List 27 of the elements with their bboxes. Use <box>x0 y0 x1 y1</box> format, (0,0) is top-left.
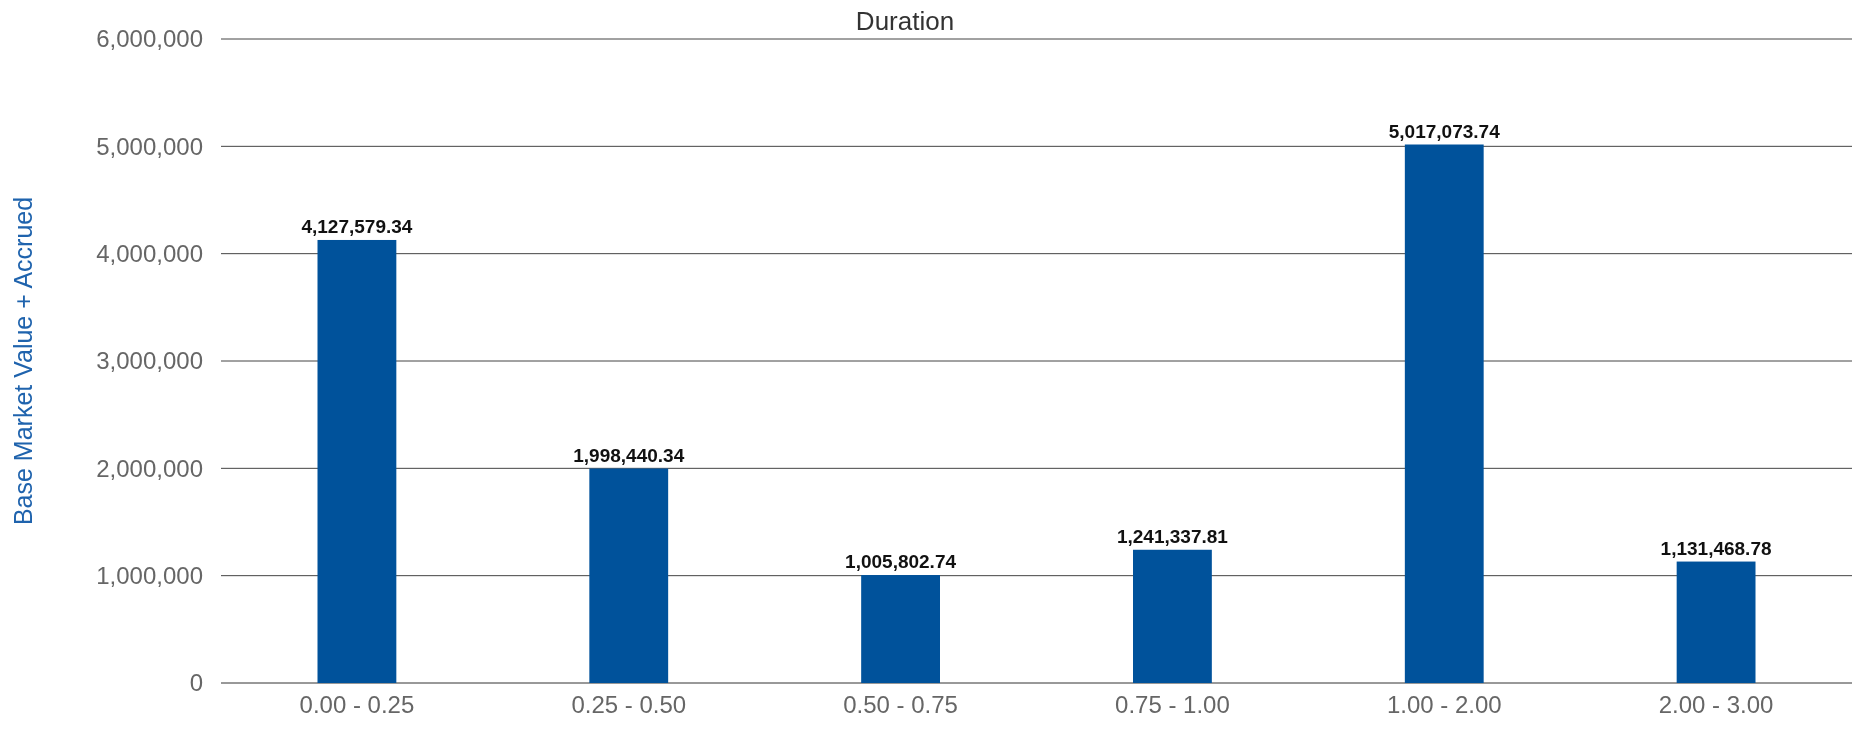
y-tick-label: 4,000,000 <box>96 240 203 268</box>
x-tick-label: 0.00 - 0.25 <box>299 691 415 718</box>
y-tick-label: 2,000,000 <box>96 454 203 482</box>
bar <box>1404 144 1484 683</box>
y-tick-label: 0 <box>189 669 203 697</box>
y-axis-title: Base Market Value + Accrued <box>9 196 37 526</box>
data-label: 1,998,440.34 <box>573 444 685 466</box>
x-tick-label: 1.00 - 2.00 <box>1386 691 1502 718</box>
bar <box>317 239 397 683</box>
chart-title: Duration <box>855 6 955 36</box>
data-label: 1,131,468.78 <box>1660 537 1772 559</box>
bar <box>1133 549 1212 683</box>
data-label: 5,017,073.74 <box>1388 120 1501 142</box>
x-tick-label: 0.25 - 0.50 <box>571 691 687 718</box>
data-label: 1,005,802.74 <box>845 551 957 573</box>
x-tick-label: 2.00 - 3.00 <box>1658 691 1774 718</box>
bar <box>861 575 940 683</box>
bar <box>1676 561 1756 683</box>
bar <box>589 468 669 683</box>
y-tick-label: 5,000,000 <box>96 132 203 160</box>
y-tick-label: 6,000,000 <box>96 25 203 53</box>
y-tick-label: 1,000,000 <box>96 562 203 590</box>
x-tick-label: 0.75 - 1.00 <box>1115 691 1230 718</box>
data-label: 1,241,337.81 <box>1116 525 1229 547</box>
data-label: 4,127,579.34 <box>301 215 413 237</box>
x-tick-label: 0.50 - 0.75 <box>843 691 958 718</box>
y-tick-label: 3,000,000 <box>96 347 203 375</box>
